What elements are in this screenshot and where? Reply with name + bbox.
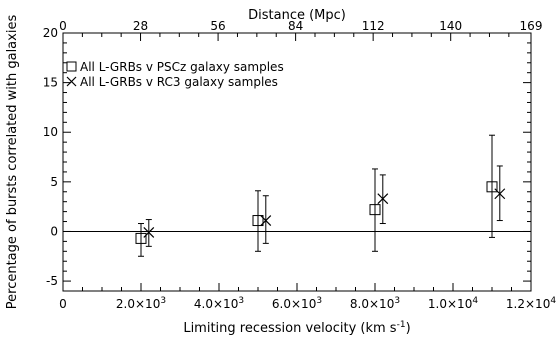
bottom-tick-label: 4.0×103 <box>194 296 244 311</box>
cross-marker-b <box>260 215 272 226</box>
bottom-tick-label-base: 2.0×10 <box>116 297 160 311</box>
x-axis-label-sup: -1 <box>397 320 406 330</box>
series-square <box>135 134 498 257</box>
data-point-cross <box>377 174 389 225</box>
bottom-tick-label-base: 1.0×10 <box>428 297 472 311</box>
square-marker <box>252 215 264 227</box>
top-tick-label: 84 <box>288 19 303 33</box>
square-marker <box>135 232 147 244</box>
data-point-square <box>486 134 498 238</box>
cross-marker-b <box>494 188 506 200</box>
bottom-tick-labels: 0 2.0×103 4.0×103 6.0×103 8.0×103 1.0×104 1.2×… <box>59 296 556 311</box>
top-tick-label: 28 <box>133 19 148 33</box>
bottom-tick-label-base: 8.0×10 <box>350 297 394 311</box>
data-point-square <box>369 168 381 252</box>
legend-square-marker <box>66 61 77 72</box>
y-tick-label: 5 <box>50 175 58 189</box>
legend-cross-marker <box>66 76 77 87</box>
y-tick-labels: -5 0 5 10 15 20 <box>43 26 58 288</box>
bottom-tick-label: 1.2×104 <box>506 296 556 311</box>
cross-marker-b <box>377 193 389 205</box>
y-tick-label: -5 <box>46 274 58 288</box>
bottom-tick-label-base: 0 <box>59 297 67 311</box>
cross-marker-b <box>143 227 155 238</box>
top-tick-label: 112 <box>362 19 385 33</box>
x-axis-label-main: Limiting recession velocity (km s <box>183 321 396 336</box>
x-axis-label-close: ) <box>406 321 411 336</box>
x-axis-label: Limiting recession velocity (km s-1) <box>183 320 410 336</box>
data-point-square <box>252 190 264 252</box>
square-marker <box>486 181 498 193</box>
bottom-tick-label: 2.0×103 <box>116 296 166 311</box>
bottom-tick-label-exponent: 3 <box>238 296 244 306</box>
top-tick-label: 140 <box>439 19 462 33</box>
series-cross <box>143 165 506 247</box>
y-tick-label: 0 <box>50 224 58 238</box>
data-point-square <box>135 223 147 257</box>
legend-label-pscz: All L-GRBs v PSCz galaxy samples <box>80 60 284 74</box>
bottom-tick-label-exponent: 3 <box>160 296 166 306</box>
bottom-tick-label-base: 4.0×10 <box>194 297 238 311</box>
bottom-tick-label: 1.0×104 <box>428 296 478 311</box>
top-tick-label: 56 <box>210 19 225 33</box>
legend: All L-GRBs v PSCz galaxy samples All L-G… <box>66 60 284 89</box>
bottom-tick-label-exponent: 4 <box>550 296 556 306</box>
bottom-tick-label: 6.0×103 <box>272 296 322 311</box>
y-axis-label: Percentage of bursts correlated with gal… <box>5 15 20 310</box>
y-tick-label: 15 <box>43 76 58 90</box>
top-tick-labels: 0 28 56 84 112 140 169 <box>59 19 542 33</box>
top-tick-label: 0 <box>59 19 67 33</box>
bottom-tick-label: 0 <box>59 297 67 311</box>
data-point-cross <box>260 195 272 244</box>
data-point-cross <box>494 165 506 222</box>
bottom-tick-label-base: 1.2×10 <box>506 297 550 311</box>
data-point-cross <box>143 219 155 247</box>
y-tick-label: 10 <box>43 125 58 139</box>
bottom-tick-label: 8.0×103 <box>350 296 400 311</box>
bottom-tick-label-exponent: 3 <box>394 296 400 306</box>
y-tick-label: 20 <box>43 26 58 40</box>
top-axis-label: Distance (Mpc) <box>248 8 346 23</box>
square-marker <box>369 204 381 216</box>
legend-label-rc3: All L-GRBs v RC3 galaxy samples <box>80 75 278 89</box>
bottom-tick-label-exponent: 4 <box>472 296 478 306</box>
bottom-tick-label-exponent: 3 <box>316 296 322 306</box>
series-layer <box>135 134 506 257</box>
top-tick-label: 169 <box>520 19 543 33</box>
bottom-tick-label-base: 6.0×10 <box>272 297 316 311</box>
